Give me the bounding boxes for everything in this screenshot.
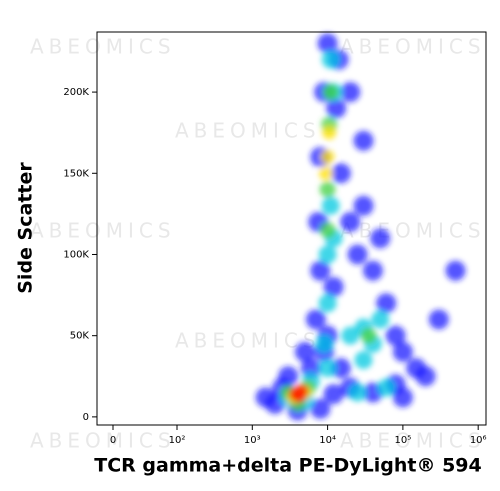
point (326, 98, 347, 119)
point (322, 84, 339, 101)
point (305, 309, 326, 330)
point (294, 341, 315, 362)
y-tick-label: 0 (83, 412, 89, 423)
watermark: ABEOMICS (30, 429, 176, 453)
point (317, 33, 338, 54)
x-tick-label: 10⁵ (395, 435, 412, 446)
point (310, 398, 331, 419)
point (341, 326, 360, 345)
point (323, 384, 344, 405)
point (371, 310, 390, 329)
point (318, 245, 337, 264)
watermark: ABEOMICS (340, 35, 486, 59)
density-cloud (255, 33, 466, 421)
point (415, 366, 436, 387)
point (318, 294, 337, 313)
point (353, 195, 374, 216)
x-tick-label: 0 (110, 435, 116, 446)
watermark: ABEOMICS (30, 35, 176, 59)
point (330, 358, 351, 379)
point (347, 244, 368, 265)
point (321, 196, 340, 215)
y-tick-label: 200K (63, 87, 89, 98)
x-axis-label: TCR gamma+delta PE-DyLight® 594 (94, 455, 481, 477)
point (340, 82, 361, 103)
x-tick-label: 10³ (244, 435, 261, 446)
point (377, 378, 396, 397)
point (392, 341, 413, 362)
point (428, 309, 449, 330)
point (310, 260, 331, 281)
point (323, 276, 344, 297)
watermark: ABEOMICS (340, 219, 486, 243)
x-tick-label: 10⁴ (319, 435, 336, 446)
point (385, 325, 406, 346)
point (340, 212, 361, 233)
point (362, 260, 383, 281)
plot-frame (96, 31, 487, 426)
point (392, 387, 413, 408)
point (292, 388, 307, 403)
y-tick-label: 50K (70, 331, 90, 342)
watermark: ABEOMICS (30, 219, 176, 243)
point (353, 130, 374, 151)
y-tick-label: 100K (63, 249, 89, 260)
point (360, 327, 377, 344)
watermark: ABEOMICS (175, 119, 321, 143)
point (370, 228, 391, 249)
y-tick-label: 150K (63, 168, 89, 179)
point (348, 383, 367, 402)
point (320, 150, 335, 165)
point (321, 50, 340, 69)
point (319, 222, 336, 239)
point (318, 359, 337, 378)
point (315, 334, 334, 353)
point (319, 181, 336, 198)
point (354, 351, 373, 370)
x-tick-label: 10² (169, 435, 186, 446)
point (376, 293, 397, 314)
point (318, 166, 333, 181)
watermark: ABEOMICS (175, 329, 321, 353)
x-tick-label: 10⁶ (470, 435, 487, 446)
point (300, 358, 321, 379)
point (330, 163, 351, 184)
point (445, 260, 466, 281)
point (322, 125, 337, 140)
watermark: ABEOMICS (340, 429, 486, 453)
y-axis-label: Side Scatter (15, 162, 37, 294)
